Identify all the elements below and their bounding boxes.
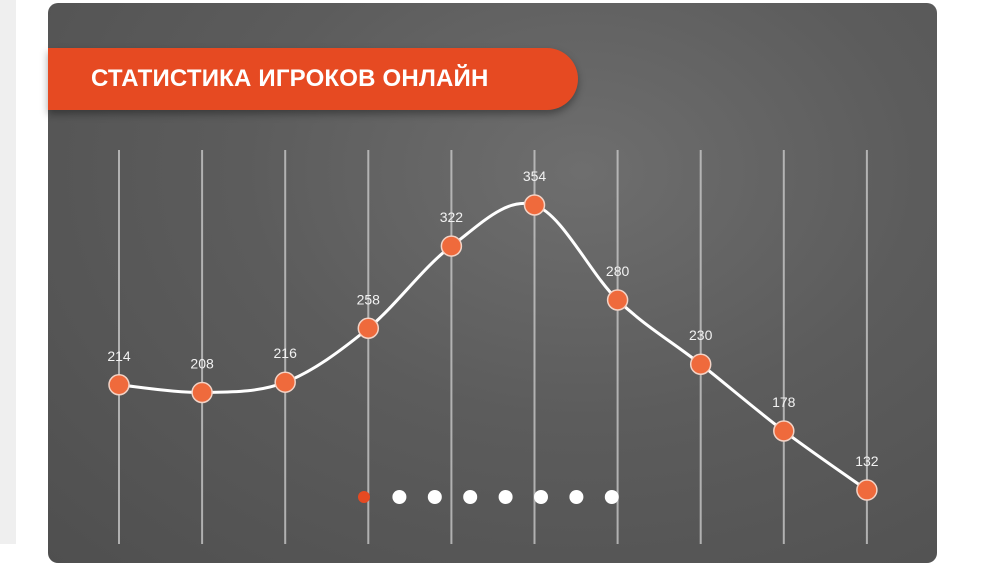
pagination-dot[interactable] xyxy=(498,490,513,504)
title-banner: СТАТИСТИКА ИГРОКОВ ОНЛАЙН xyxy=(48,48,578,110)
data-label: 216 xyxy=(274,345,298,361)
chart-title: СТАТИСТИКА ИГРОКОВ ОНЛАЙН xyxy=(91,65,489,92)
data-label: 322 xyxy=(440,209,464,225)
line-chart: 214 208 216 258 322 354 280 230 178 132 xyxy=(107,150,879,544)
pagination-dot[interactable] xyxy=(534,490,548,504)
data-label: 208 xyxy=(190,355,214,371)
data-label: 214 xyxy=(107,348,131,364)
pagination-dot[interactable] xyxy=(604,490,619,504)
pagination-dot[interactable] xyxy=(463,490,478,504)
pagination-dot[interactable] xyxy=(392,490,407,504)
data-label: 258 xyxy=(357,291,381,307)
data-point xyxy=(440,235,463,257)
data-point xyxy=(856,479,878,501)
data-label: 280 xyxy=(606,263,630,279)
data-point xyxy=(689,353,712,375)
data-point xyxy=(773,420,795,442)
left-edge xyxy=(0,0,16,544)
data-label: 132 xyxy=(855,453,879,469)
pagination-dot[interactable] xyxy=(427,490,442,504)
pagination-dot[interactable] xyxy=(569,490,584,504)
data-point xyxy=(108,374,130,396)
series-line xyxy=(118,201,868,492)
data-label: 178 xyxy=(772,394,796,410)
data-point xyxy=(606,289,629,311)
data-point xyxy=(191,381,213,404)
pagination-dot[interactable] xyxy=(358,491,370,503)
data-point xyxy=(357,317,380,340)
data-label: 354 xyxy=(523,168,547,184)
data-point xyxy=(274,371,296,393)
data-label: 230 xyxy=(689,327,713,343)
data-point xyxy=(523,194,546,216)
